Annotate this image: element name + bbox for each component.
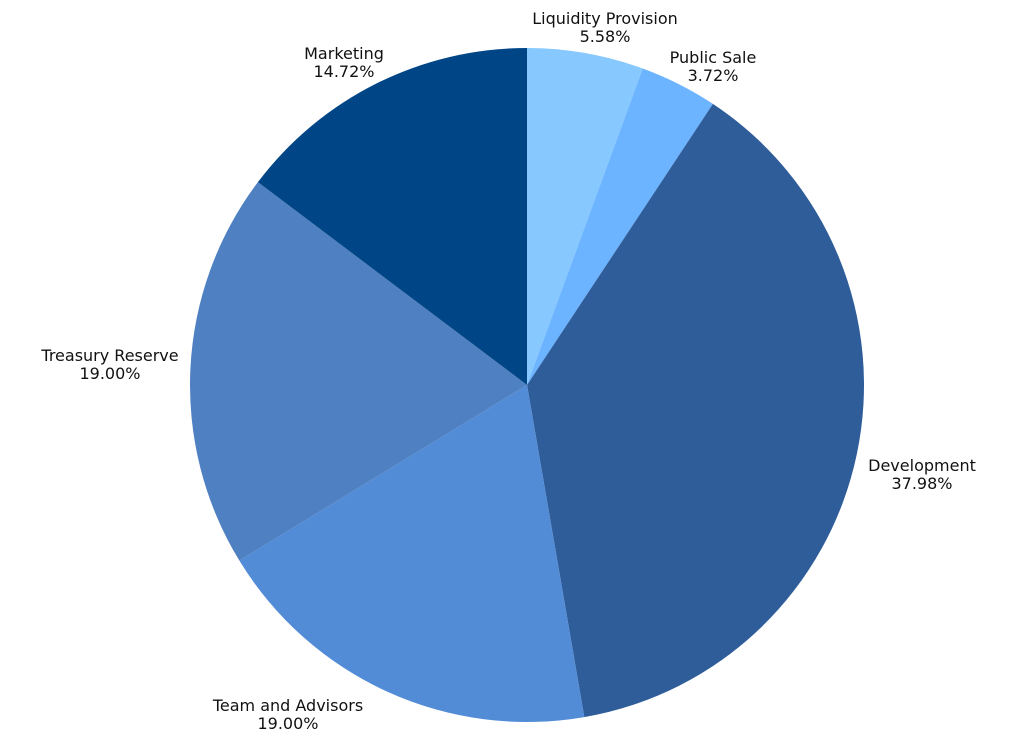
slice-label-marketing: Marketing 14.72% bbox=[304, 45, 384, 81]
slice-label-treasury-reserve: Treasury Reserve 19.00% bbox=[41, 347, 178, 383]
slice-name: Liquidity Provision bbox=[532, 9, 678, 28]
slice-percent: 19.00% bbox=[257, 714, 319, 733]
slice-label-team-and-advisors: Team and Advisors 19.00% bbox=[213, 697, 363, 733]
slice-percent: 14.72% bbox=[313, 62, 375, 81]
pie-slice-team-and-advisors bbox=[239, 385, 585, 723]
pie-slice-treasury-reserve bbox=[190, 182, 527, 561]
slice-percent: 3.72% bbox=[687, 66, 739, 85]
slice-label-public-sale: Public Sale 3.72% bbox=[670, 49, 757, 85]
slice-name: Treasury Reserve bbox=[41, 346, 179, 365]
slice-percent: 19.00% bbox=[79, 364, 141, 383]
slice-name: Team and Advisors bbox=[212, 696, 364, 715]
pie-slice-marketing bbox=[257, 48, 527, 385]
pie-slice-liquidity-provision bbox=[527, 48, 643, 385]
slice-name: Public Sale bbox=[669, 48, 757, 67]
slice-name: Development bbox=[868, 456, 976, 475]
slice-name: Marketing bbox=[304, 44, 384, 63]
slice-percent: 5.58% bbox=[579, 27, 631, 46]
slice-percent: 37.98% bbox=[891, 474, 953, 493]
pie-slice-development bbox=[527, 103, 864, 718]
slice-label-liquidity-provision: Liquidity Provision 5.58% bbox=[532, 10, 678, 46]
pie-slice-public-sale bbox=[527, 68, 713, 386]
slice-label-development: Development 37.98% bbox=[868, 457, 976, 493]
